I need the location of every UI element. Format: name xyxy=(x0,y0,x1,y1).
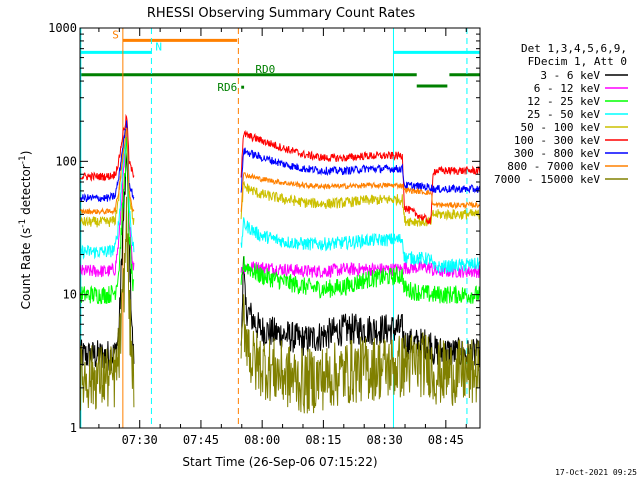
y-tick-label: 100 xyxy=(55,154,77,168)
y-tick-label: 1000 xyxy=(48,21,77,35)
chart-title: RHESSI Observing Summary Count Rates xyxy=(147,6,416,21)
legend-header-line-2: FDecim 1, Att 0 xyxy=(528,55,627,68)
series-line-6 xyxy=(80,120,480,203)
series-line-3 xyxy=(80,124,480,274)
x-tick-label: 08:15 xyxy=(305,433,341,447)
x-tick-label: 07:30 xyxy=(122,433,158,447)
series-layer xyxy=(80,113,480,414)
plot-frame xyxy=(79,27,481,429)
legend-entry-label-0: 3 - 6 keV xyxy=(540,69,600,82)
series-line-2 xyxy=(80,136,480,305)
x-tick-label: 07:45 xyxy=(183,433,219,447)
legend-entry-label-6: 300 - 800 keV xyxy=(514,147,600,160)
legend-entry-label-7: 800 - 7000 keV xyxy=(507,160,600,173)
flag-label-s: S xyxy=(112,28,119,41)
flag-label-n: N xyxy=(155,40,162,53)
series-line-4 xyxy=(80,123,480,228)
series-line-5 xyxy=(80,113,480,225)
flag-bars: S N RD0 RD6 xyxy=(80,28,480,94)
legend: Det 1,3,4,5,6,9, FDecim 1, Att 0 3 - 6 k… xyxy=(494,42,628,186)
x-axis-title: Start Time (26-Sep-06 07:15:22) xyxy=(182,455,377,469)
x-tick-label: 08:00 xyxy=(244,433,280,447)
x-axis: 07:30 07:45 08:00 08:15 08:30 08:45 xyxy=(98,28,467,447)
legend-entry-label-2: 12 - 25 keV xyxy=(527,95,600,108)
footer-timestamp: 17-Oct-2021 09:25 xyxy=(555,468,637,477)
y-tick-label: 1 xyxy=(70,421,77,435)
legend-entry-label-5: 100 - 300 keV xyxy=(514,134,600,147)
series-line-7 xyxy=(80,127,480,216)
legend-header-line-1: Det 1,3,4,5,6,9, xyxy=(521,42,627,55)
y-axis-title: Count Rate (s-1 detector-1) xyxy=(18,151,33,310)
flag-label-rd6: RD6 xyxy=(217,81,237,94)
y-axis: 1 10 100 1000 xyxy=(48,21,480,435)
legend-entry-label-1: 6 - 12 keV xyxy=(534,82,601,95)
x-tick-label: 08:45 xyxy=(428,433,464,447)
x-tick-label: 08:30 xyxy=(367,433,403,447)
series-line-8 xyxy=(80,196,480,414)
y-tick-label: 10 xyxy=(63,288,77,302)
legend-entry-label-3: 25 - 50 keV xyxy=(527,108,600,121)
legend-entry-label-8: 7000 - 15000 keV xyxy=(494,173,600,186)
flag-label-rd0: RD0 xyxy=(255,63,275,76)
legend-entry-label-4: 50 - 100 keV xyxy=(521,121,601,134)
